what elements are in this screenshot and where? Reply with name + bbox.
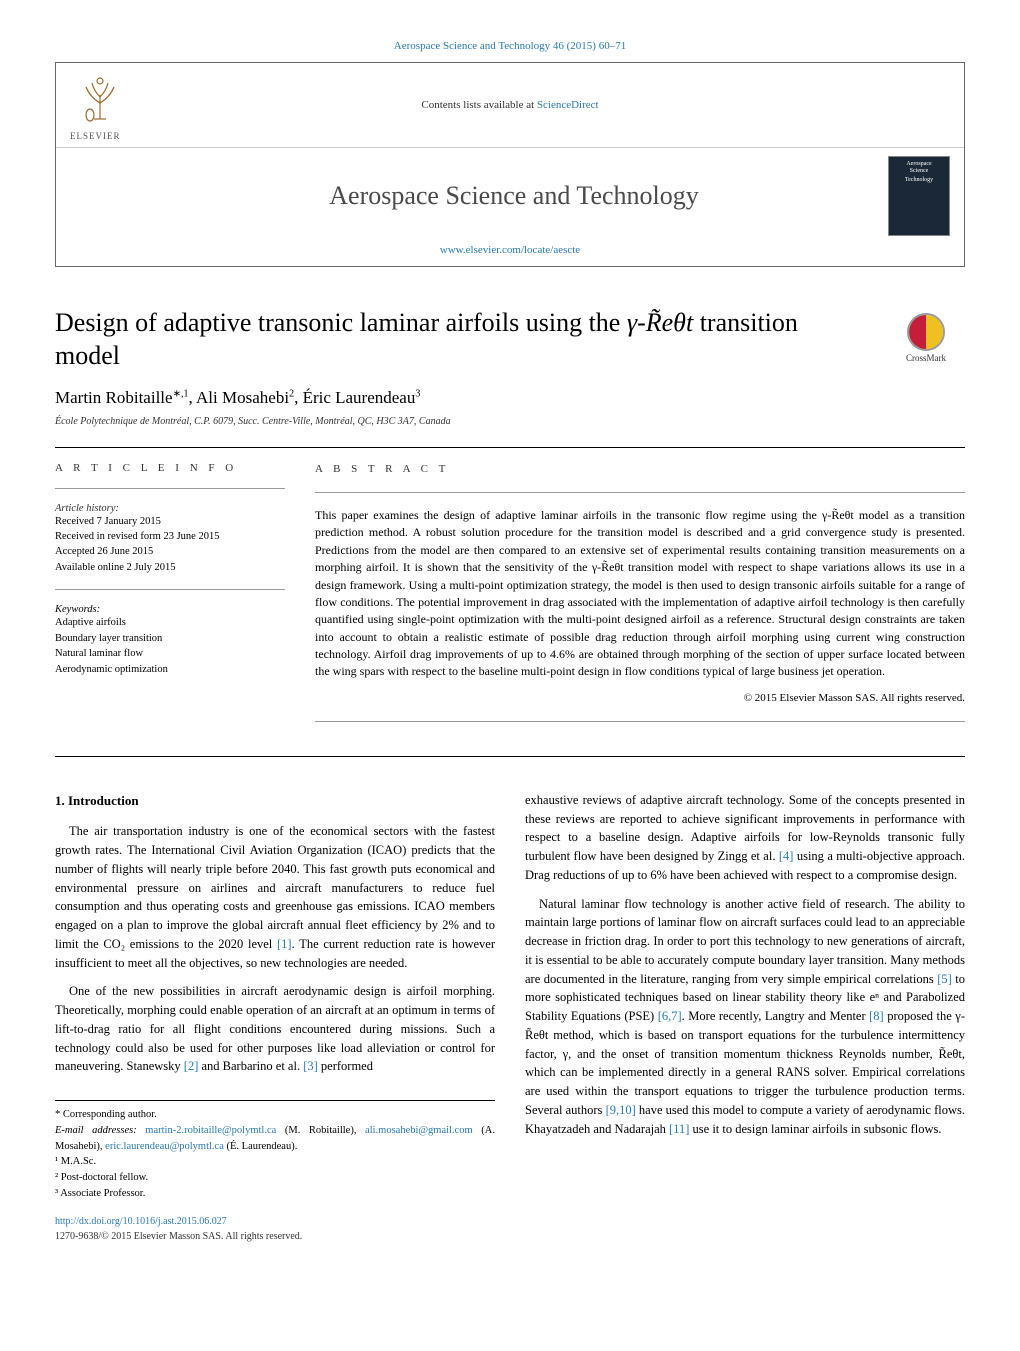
authors-line: Martin Robitaille∗,1, Ali Mosahebi2, Éri… — [55, 388, 965, 408]
footnote-1: ¹ M.A.Sc. — [55, 1154, 495, 1170]
keywords-head: Keywords: — [55, 604, 285, 615]
divider-top — [55, 447, 965, 448]
author-2-sup: 2 — [289, 388, 294, 399]
history-accepted: Accepted 26 June 2015 — [55, 544, 285, 559]
history-body: Received 7 January 2015 Received in revi… — [55, 514, 285, 575]
author-1-sup: ∗,1 — [173, 388, 189, 399]
history-online: Available online 2 July 2015 — [55, 560, 285, 575]
author-3: Éric Laurendeau — [303, 388, 416, 407]
abstract-column: A B S T R A C T This paper examines the … — [315, 462, 965, 736]
history-revised: Received in revised form 23 June 2015 — [55, 529, 285, 544]
history-received: Received 7 January 2015 — [55, 514, 285, 529]
header-main-row: Aerospace Science and Technology Aerospa… — [56, 148, 964, 244]
footnote-3: ³ Associate Professor. — [55, 1186, 495, 1202]
sciencedirect-link[interactable]: ScienceDirect — [537, 99, 599, 111]
elsevier-wordmark: ELSEVIER — [70, 131, 140, 141]
intro-p4: Natural laminar flow technology is anoth… — [525, 895, 965, 1139]
elsevier-logo: ELSEVIER — [70, 69, 140, 141]
intro-p1: The air transportation industry is one o… — [55, 822, 495, 972]
elsevier-tree-icon — [70, 69, 130, 129]
top-citation-link[interactable]: Aerospace Science and Technology 46 (201… — [55, 40, 965, 52]
author-1: Martin Robitaille — [55, 388, 173, 407]
crossmark-badge[interactable]: CrossMark — [887, 313, 965, 363]
affiliation: École Polytechnique de Montréal, C.P. 60… — [55, 416, 965, 427]
email-2[interactable]: ali.mosahebi@gmail.com — [365, 1125, 473, 1136]
intro-p3: exhaustive reviews of adaptive aircraft … — [525, 791, 965, 885]
footnotes-block: * Corresponding author. E-mail addresses… — [55, 1100, 495, 1202]
cover-line1: Aerospace — [906, 161, 931, 168]
email-3[interactable]: eric.laurendeau@polymtl.ca — [105, 1141, 224, 1152]
title-math: γ-R̃eθt — [627, 308, 693, 337]
title-pre: Design of adaptive transonic laminar air… — [55, 308, 627, 337]
abs-divider-2 — [315, 721, 965, 722]
keyword-4: Aerodynamic optimization — [55, 662, 285, 678]
doi-block: http://dx.doi.org/10.1016/j.ast.2015.06.… — [55, 1214, 495, 1244]
author-2: Ali Mosahebi — [196, 388, 289, 407]
article-title: Design of adaptive transonic laminar air… — [55, 307, 865, 372]
abstract-text: This paper examines the design of adapti… — [315, 507, 965, 681]
article-info-column: A R T I C L E I N F O Article history: R… — [55, 462, 285, 736]
email-1-name: (M. Robitaille), — [276, 1125, 365, 1136]
contents-pre: Contents lists available at — [421, 99, 536, 111]
info-divider-2 — [55, 589, 285, 590]
left-column: 1. Introduction The air transportation i… — [55, 791, 495, 1244]
cover-line2: Science — [910, 168, 929, 175]
abstract-label: A B S T R A C T — [315, 462, 965, 478]
journal-header-box: ELSEVIER Contents lists available at Sci… — [55, 62, 965, 267]
keyword-1: Adaptive airfoils — [55, 615, 285, 631]
info-divider-1 — [55, 488, 285, 489]
doi-link[interactable]: http://dx.doi.org/10.1016/j.ast.2015.06.… — [55, 1216, 227, 1227]
footnote-corr: * Corresponding author. — [55, 1107, 495, 1123]
divider-mid — [55, 756, 965, 757]
contents-lists-line: Contents lists available at ScienceDirec… — [140, 99, 880, 111]
footnote-emails: E-mail addresses: martin-2.robitaille@po… — [55, 1123, 495, 1155]
footnote-2: ² Post-doctoral fellow. — [55, 1170, 495, 1186]
keyword-3: Natural laminar flow — [55, 646, 285, 662]
keywords-body: Adaptive airfoils Boundary layer transit… — [55, 615, 285, 678]
crossmark-icon — [907, 313, 945, 351]
journal-cover-thumb: Aerospace Science Technology — [888, 156, 950, 236]
title-block: Design of adaptive transonic laminar air… — [55, 307, 965, 372]
article-info-label: A R T I C L E I N F O — [55, 462, 285, 474]
intro-heading: 1. Introduction — [55, 791, 495, 811]
body-two-column: 1. Introduction The air transportation i… — [55, 791, 965, 1244]
header-top-row: ELSEVIER Contents lists available at Sci… — [56, 63, 964, 148]
history-head: Article history: — [55, 503, 285, 514]
email-3-name: (É. Laurendeau). — [224, 1141, 297, 1152]
journal-name: Aerospace Science and Technology — [140, 181, 888, 211]
email-1[interactable]: martin-2.robitaille@polymtl.ca — [145, 1125, 276, 1136]
crossmark-label: CrossMark — [887, 353, 965, 363]
cover-line3: Technology — [905, 177, 933, 184]
page-root: Aerospace Science and Technology 46 (201… — [0, 0, 1020, 1274]
intro-p2: One of the new possibilities in aircraft… — [55, 982, 495, 1076]
keyword-2: Boundary layer transition — [55, 631, 285, 647]
abs-divider-1 — [315, 492, 965, 493]
journal-homepage-link[interactable]: www.elsevier.com/locate/aescte — [56, 244, 964, 266]
info-abstract-row: A R T I C L E I N F O Article history: R… — [55, 462, 965, 736]
right-column: exhaustive reviews of adaptive aircraft … — [525, 791, 965, 1244]
author-3-sup: 3 — [415, 388, 420, 399]
emails-label: E-mail addresses: — [55, 1125, 145, 1136]
issn-copyright: 1270-9638/© 2015 Elsevier Masson SAS. Al… — [55, 1231, 302, 1242]
copyright-line: © 2015 Elsevier Masson SAS. All rights r… — [315, 691, 965, 707]
